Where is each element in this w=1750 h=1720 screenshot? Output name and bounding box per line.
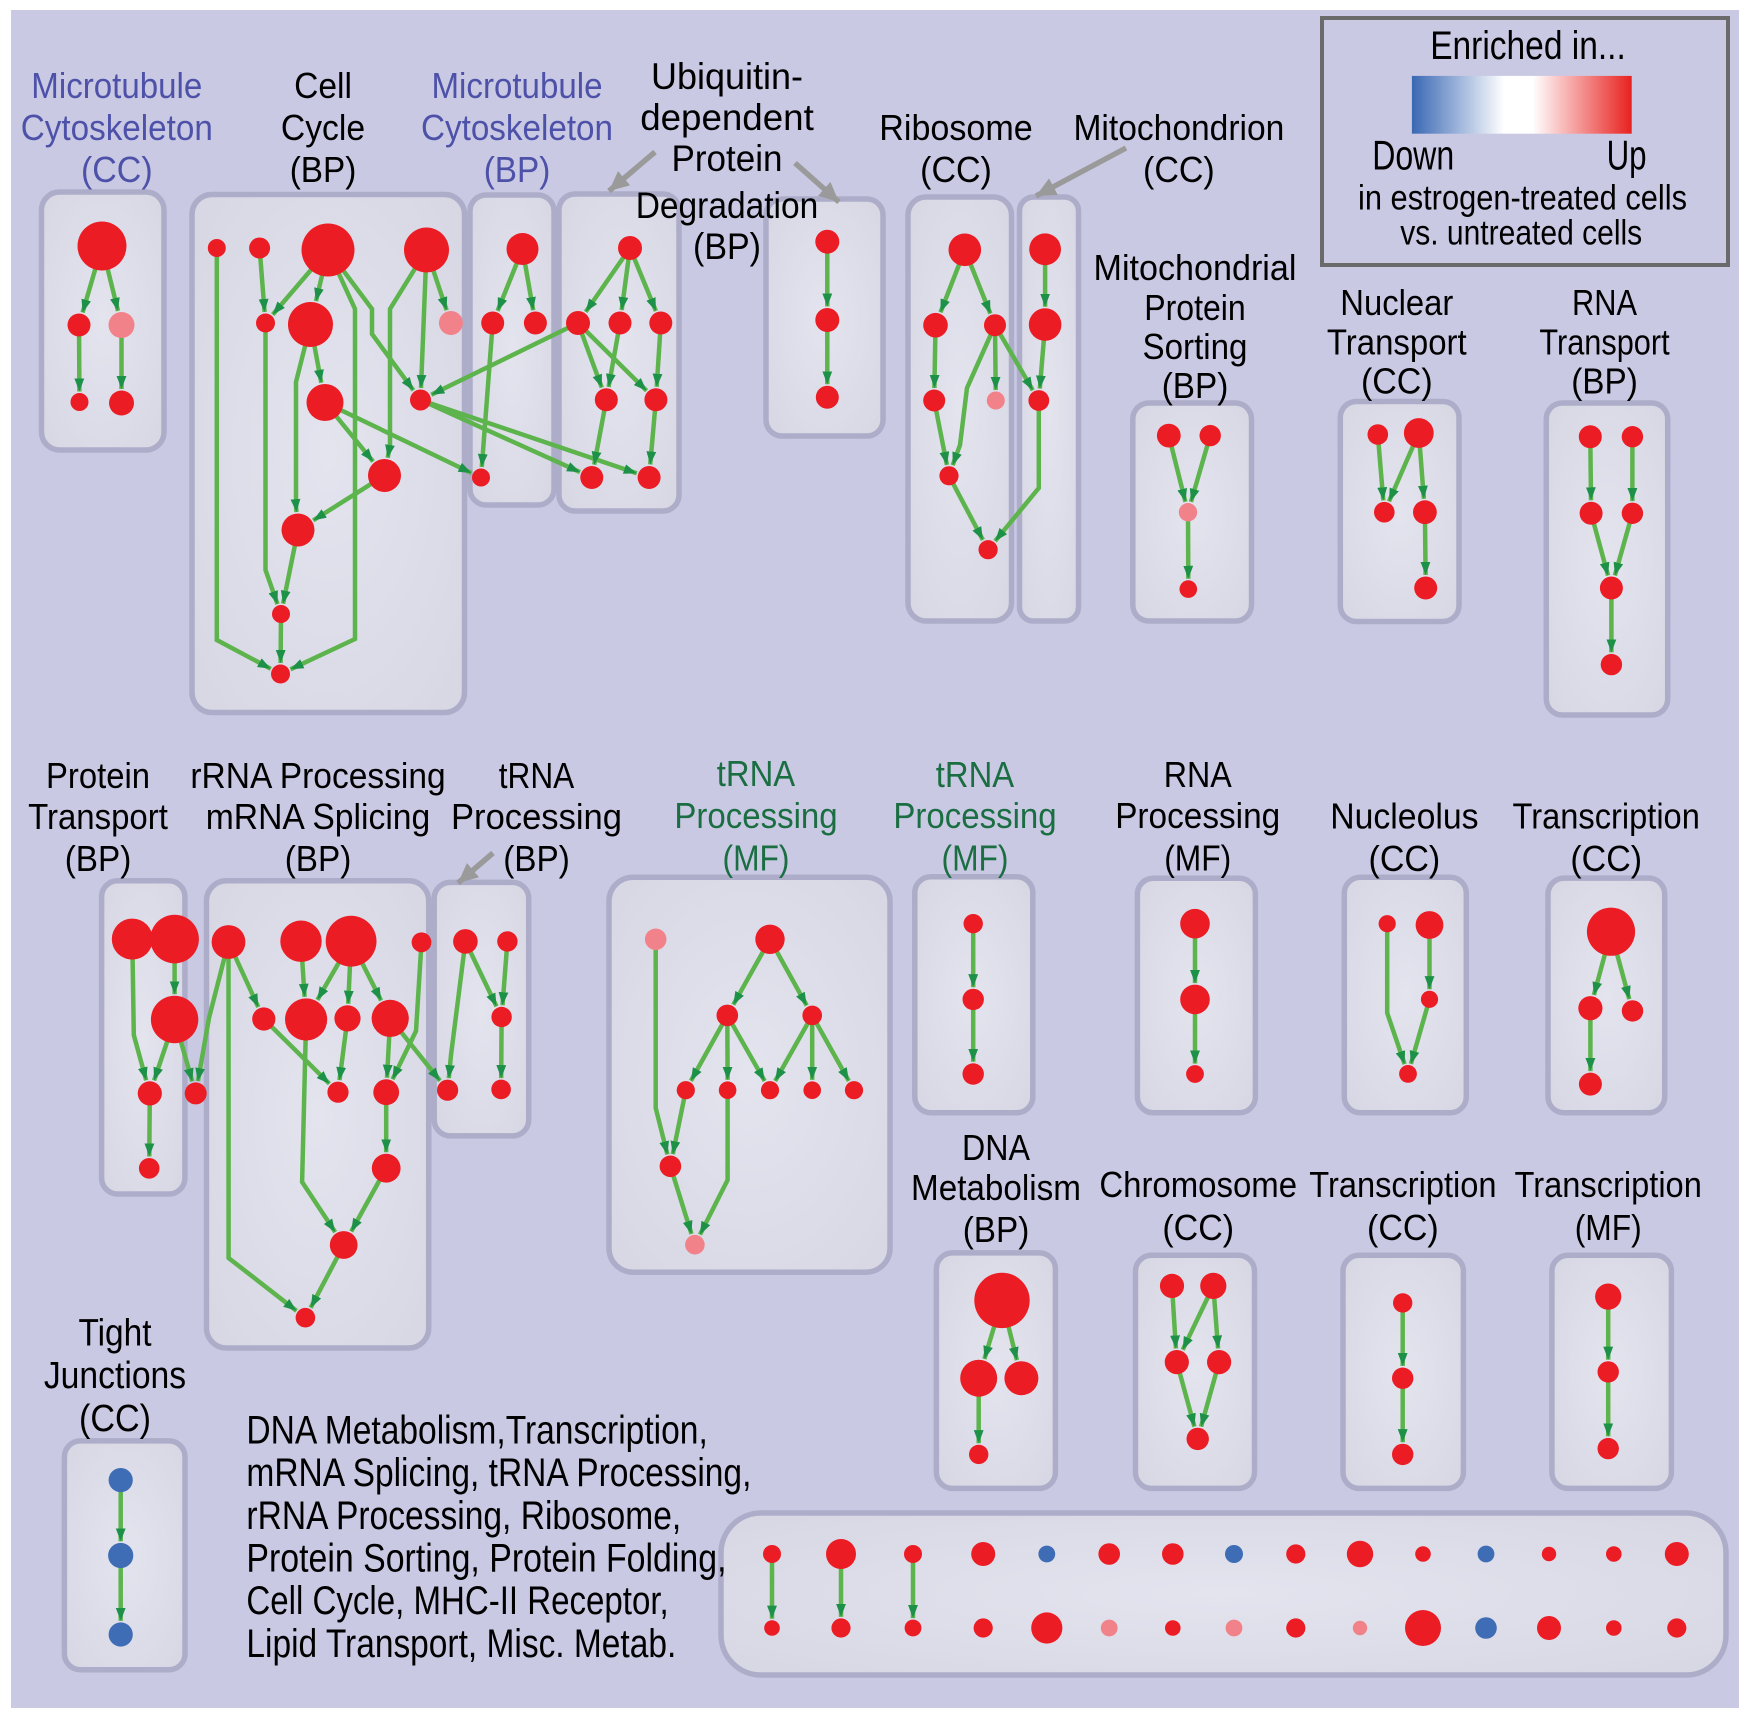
svg-text:(BP): (BP) [285, 838, 352, 879]
svg-text:Ribosome: Ribosome [879, 107, 1033, 148]
svg-text:(CC): (CC) [1143, 149, 1215, 190]
svg-text:rRNA Processing: rRNA Processing [190, 755, 445, 796]
svg-text:Cytoskeleton: Cytoskeleton [21, 107, 213, 148]
svg-text:Nuclear: Nuclear [1340, 282, 1453, 323]
svg-text:Transport: Transport [1539, 321, 1669, 362]
svg-text:RNA: RNA [1572, 282, 1637, 323]
svg-text:Processing: Processing [674, 795, 837, 836]
svg-text:(CC): (CC) [1361, 361, 1433, 402]
svg-text:(MF): (MF) [942, 838, 1009, 879]
svg-text:(CC): (CC) [1367, 1207, 1439, 1248]
svg-text:Sorting: Sorting [1143, 326, 1248, 367]
svg-text:Processing: Processing [1115, 795, 1280, 836]
svg-text:(CC): (CC) [1369, 838, 1441, 879]
svg-text:Cell: Cell [294, 65, 352, 106]
svg-text:DNA: DNA [962, 1127, 1030, 1168]
svg-text:Enriched in...: Enriched in... [1430, 24, 1626, 68]
svg-text:Protein Sorting, Protein Foldi: Protein Sorting, Protein Folding, [246, 1537, 726, 1581]
svg-text:Transcription: Transcription [1309, 1164, 1496, 1205]
svg-text:RNA: RNA [1164, 754, 1232, 795]
svg-text:Ubiquitin-: Ubiquitin- [651, 56, 803, 97]
svg-text:(MF): (MF) [1164, 838, 1231, 879]
svg-text:Protein: Protein [1144, 287, 1246, 328]
svg-text:Metabolism: Metabolism [911, 1167, 1081, 1208]
svg-text:vs. untreated cells: vs. untreated cells [1400, 213, 1642, 252]
svg-text:Lipid Transport, Misc. Metab.: Lipid Transport, Misc. Metab. [246, 1622, 676, 1666]
svg-text:Microtubule: Microtubule [432, 65, 603, 106]
svg-text:tRNA: tRNA [936, 754, 1014, 795]
svg-text:(CC): (CC) [81, 149, 153, 190]
svg-text:tRNA: tRNA [499, 755, 575, 796]
svg-text:(MF): (MF) [1575, 1207, 1642, 1248]
svg-text:(BP): (BP) [1571, 361, 1638, 402]
svg-text:rRNA Processing, Ribosome,: rRNA Processing, Ribosome, [246, 1494, 681, 1538]
svg-text:(MF): (MF) [723, 838, 790, 879]
svg-text:mRNA Splicing: mRNA Splicing [206, 796, 431, 837]
svg-text:Transcription: Transcription [1513, 796, 1700, 837]
svg-text:(BP): (BP) [484, 149, 551, 190]
svg-text:Protein: Protein [46, 755, 150, 796]
svg-text:Chromosome: Chromosome [1099, 1164, 1297, 1205]
svg-text:(CC): (CC) [1162, 1207, 1234, 1248]
svg-text:Microtubule: Microtubule [31, 65, 202, 106]
svg-text:DNA Metabolism,Transcription,: DNA Metabolism,Transcription, [246, 1408, 707, 1452]
svg-text:(CC): (CC) [1570, 838, 1642, 879]
svg-text:(BP): (BP) [65, 838, 132, 879]
svg-text:Degradation: Degradation [636, 185, 819, 226]
svg-text:(BP): (BP) [503, 838, 570, 879]
svg-text:mRNA Splicing, tRNA Processing: mRNA Splicing, tRNA Processing, [246, 1451, 751, 1495]
svg-text:Transcription: Transcription [1515, 1164, 1702, 1205]
svg-text:dependent: dependent [640, 97, 814, 138]
svg-text:Transport: Transport [1327, 321, 1467, 362]
svg-text:Cytoskeleton: Cytoskeleton [421, 107, 613, 148]
svg-text:(BP): (BP) [290, 149, 357, 190]
svg-text:in estrogen-treated cells: in estrogen-treated cells [1358, 179, 1687, 218]
svg-text:Cell Cycle, MHC-II Receptor,: Cell Cycle, MHC-II Receptor, [246, 1579, 668, 1623]
svg-text:Mitochondrion: Mitochondrion [1073, 107, 1284, 148]
svg-text:(BP): (BP) [693, 226, 761, 267]
svg-text:Tight: Tight [78, 1312, 151, 1354]
svg-text:(CC): (CC) [920, 149, 992, 190]
svg-text:tRNA: tRNA [717, 753, 795, 794]
svg-text:Transport: Transport [28, 796, 168, 837]
svg-text:Nucleolus: Nucleolus [1330, 796, 1478, 837]
svg-text:Protein: Protein [672, 138, 783, 179]
svg-text:Processing: Processing [893, 795, 1056, 836]
svg-text:Down: Down [1372, 132, 1454, 179]
svg-text:(CC): (CC) [79, 1398, 151, 1440]
svg-text:Mitochondrial: Mitochondrial [1094, 247, 1297, 288]
svg-text:(BP): (BP) [1162, 365, 1229, 406]
svg-text:Processing: Processing [451, 796, 622, 837]
svg-text:Up: Up [1607, 132, 1647, 179]
svg-text:(BP): (BP) [963, 1209, 1030, 1250]
svg-text:Junctions: Junctions [44, 1355, 186, 1397]
svg-text:Cycle: Cycle [281, 107, 365, 148]
